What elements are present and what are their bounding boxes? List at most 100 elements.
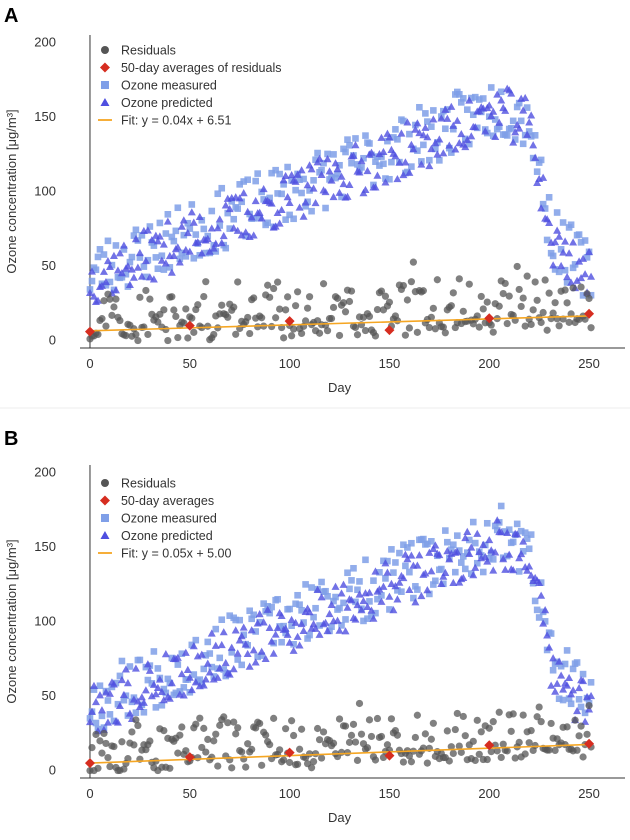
predicted-point (521, 93, 530, 102)
residual-point (509, 710, 517, 718)
predicted-point (267, 199, 276, 207)
measured-point (374, 595, 381, 603)
measured-point (525, 545, 533, 553)
predicted-point (137, 272, 146, 280)
predicted-point (177, 222, 186, 230)
measured-point (174, 204, 182, 212)
measured-point (202, 249, 210, 257)
residual-point (579, 753, 587, 761)
residual-point (351, 738, 360, 746)
predicted-point (491, 132, 500, 140)
measured-point (575, 231, 583, 238)
measured-point (515, 99, 523, 107)
measured-point (96, 682, 104, 690)
residual-point (118, 738, 126, 746)
predicted-point (431, 139, 440, 147)
measured-point (136, 656, 144, 664)
predicted-point (307, 165, 316, 173)
x-tick-label: 0 (86, 356, 93, 371)
residual-point (529, 306, 537, 314)
residual-point (266, 741, 274, 749)
measured-point (348, 577, 355, 584)
residual-point (551, 299, 559, 307)
predicted-point (519, 537, 528, 545)
predicted-point (453, 116, 462, 124)
predicted-point (229, 665, 238, 673)
residual-point (128, 728, 136, 736)
residual-point (343, 749, 352, 757)
predicted-point (129, 273, 138, 281)
residual-point (258, 314, 266, 322)
x-axis-title: Day (328, 810, 352, 825)
predicted-point (497, 96, 506, 104)
residual-point (403, 296, 411, 304)
residual-point (208, 753, 216, 761)
predicted-point (501, 106, 510, 114)
measured-point (360, 617, 367, 625)
predicted-point (97, 706, 106, 714)
residual-point (339, 299, 348, 307)
predicted-point (311, 198, 320, 207)
measured-point (497, 502, 505, 510)
residual-point (575, 732, 583, 740)
measured-point (360, 154, 367, 162)
predicted-point (559, 685, 568, 693)
measured-point (192, 636, 200, 644)
predicted-point (403, 118, 412, 126)
measured-point (198, 680, 206, 687)
residual-point (351, 323, 360, 332)
measured-point (130, 232, 138, 239)
residual-point (194, 754, 202, 762)
measured-point (158, 701, 166, 709)
residual-point (381, 292, 390, 300)
measured-point (505, 526, 513, 533)
measured-point (332, 593, 339, 601)
residual-point (373, 714, 382, 723)
residual-point (433, 276, 441, 284)
predicted-point (555, 232, 564, 240)
predicted-point (385, 133, 394, 141)
residual-point (309, 758, 318, 766)
measured-point (278, 638, 285, 646)
residual-point (98, 315, 106, 323)
predicted-point (545, 218, 554, 226)
predicted-point (377, 133, 386, 141)
predicted-point (333, 164, 342, 173)
predicted-point (287, 170, 296, 179)
predicted-point (185, 247, 194, 255)
measured-point (543, 236, 551, 244)
measured-point (469, 111, 477, 119)
predicted-point (451, 145, 460, 153)
residual-point (489, 718, 497, 726)
predicted-point (293, 170, 302, 178)
measured-point (344, 136, 351, 143)
predicted-point (559, 248, 568, 256)
measured-point (294, 591, 301, 599)
residual-point (455, 275, 463, 283)
predicted-point (237, 632, 246, 640)
predicted-point (443, 547, 452, 555)
predicted-point (161, 649, 170, 658)
predicted-point (143, 660, 152, 668)
predicted-point (225, 670, 234, 678)
measured-point (266, 194, 273, 202)
residual-point (449, 749, 457, 758)
residual-point (295, 745, 304, 753)
predicted-point (113, 718, 122, 726)
predicted-point (513, 530, 522, 538)
measured-point (126, 258, 134, 266)
measured-point (555, 695, 563, 703)
measured-point (444, 538, 451, 546)
residual-point (274, 278, 282, 286)
residual-point (106, 762, 114, 771)
predicted-point (341, 627, 350, 635)
residual-point (349, 720, 358, 728)
measured-point (292, 600, 299, 608)
predicted-point (189, 218, 198, 226)
measured-point (168, 233, 176, 241)
predicted-point (371, 567, 380, 575)
predicted-point (241, 228, 250, 236)
predicted-point (335, 626, 344, 634)
measured-point (567, 700, 575, 708)
residual-point (347, 731, 356, 739)
